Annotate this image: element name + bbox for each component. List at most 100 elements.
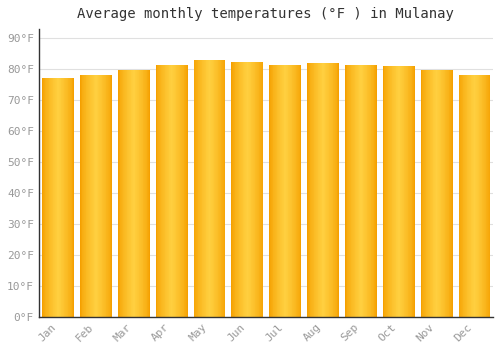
Bar: [253, 62, 254, 317]
Bar: [444, 70, 446, 317]
Bar: [95, 76, 96, 317]
Bar: [242, 62, 244, 317]
Bar: [313, 63, 314, 317]
Bar: [262, 62, 264, 317]
Bar: [166, 65, 167, 317]
Bar: [434, 70, 435, 317]
Bar: [384, 66, 386, 317]
Bar: [137, 70, 138, 317]
Bar: [104, 76, 105, 317]
Bar: [473, 75, 474, 317]
Bar: [148, 70, 149, 317]
Bar: [246, 62, 248, 317]
Bar: [144, 70, 145, 317]
Bar: [278, 65, 279, 317]
Bar: [66, 78, 67, 317]
Bar: [331, 63, 332, 317]
Bar: [275, 65, 276, 317]
Bar: [52, 78, 54, 317]
Bar: [124, 70, 125, 317]
Bar: [310, 63, 311, 317]
Bar: [314, 63, 315, 317]
Bar: [283, 65, 284, 317]
Bar: [164, 65, 166, 317]
Bar: [406, 66, 407, 317]
Bar: [288, 65, 290, 317]
Bar: [436, 70, 438, 317]
Bar: [270, 65, 271, 317]
Bar: [422, 70, 423, 317]
Bar: [320, 63, 322, 317]
Bar: [327, 63, 328, 317]
Bar: [55, 78, 56, 317]
Bar: [185, 65, 186, 317]
Bar: [298, 65, 299, 317]
Bar: [412, 66, 413, 317]
Bar: [256, 62, 257, 317]
Bar: [469, 75, 470, 317]
Bar: [224, 60, 226, 317]
Bar: [330, 63, 331, 317]
Bar: [271, 65, 272, 317]
Bar: [360, 65, 361, 317]
Bar: [99, 76, 100, 317]
Bar: [174, 65, 175, 317]
Bar: [352, 65, 353, 317]
Bar: [200, 60, 201, 317]
Bar: [240, 62, 241, 317]
Bar: [70, 78, 71, 317]
Bar: [219, 60, 220, 317]
Bar: [392, 66, 394, 317]
Bar: [220, 60, 222, 317]
Bar: [480, 75, 481, 317]
Bar: [399, 66, 400, 317]
Bar: [451, 70, 452, 317]
Bar: [149, 70, 150, 317]
Bar: [59, 78, 60, 317]
Bar: [292, 65, 293, 317]
Bar: [111, 76, 112, 317]
Bar: [474, 75, 476, 317]
Bar: [106, 76, 107, 317]
Bar: [98, 76, 99, 317]
Bar: [176, 65, 178, 317]
Bar: [413, 66, 414, 317]
Bar: [424, 70, 426, 317]
Bar: [64, 78, 66, 317]
Bar: [184, 65, 185, 317]
Bar: [107, 76, 108, 317]
Bar: [234, 62, 236, 317]
Bar: [100, 76, 101, 317]
Bar: [458, 75, 460, 317]
Bar: [244, 62, 245, 317]
Bar: [345, 65, 346, 317]
Bar: [388, 66, 390, 317]
Bar: [297, 65, 298, 317]
Bar: [94, 76, 95, 317]
Bar: [90, 76, 91, 317]
Bar: [372, 65, 373, 317]
Bar: [128, 70, 129, 317]
Bar: [129, 70, 130, 317]
Bar: [203, 60, 204, 317]
Bar: [198, 60, 199, 317]
Bar: [370, 65, 372, 317]
Bar: [103, 76, 104, 317]
Bar: [391, 66, 392, 317]
Bar: [461, 75, 462, 317]
Bar: [364, 65, 365, 317]
Bar: [315, 63, 316, 317]
Bar: [96, 76, 97, 317]
Bar: [134, 70, 136, 317]
Bar: [319, 63, 320, 317]
Bar: [162, 65, 163, 317]
Bar: [141, 70, 142, 317]
Bar: [196, 60, 197, 317]
Bar: [309, 63, 310, 317]
Bar: [396, 66, 397, 317]
Bar: [121, 70, 122, 317]
Bar: [260, 62, 261, 317]
Bar: [299, 65, 300, 317]
Bar: [294, 65, 295, 317]
Bar: [160, 65, 162, 317]
